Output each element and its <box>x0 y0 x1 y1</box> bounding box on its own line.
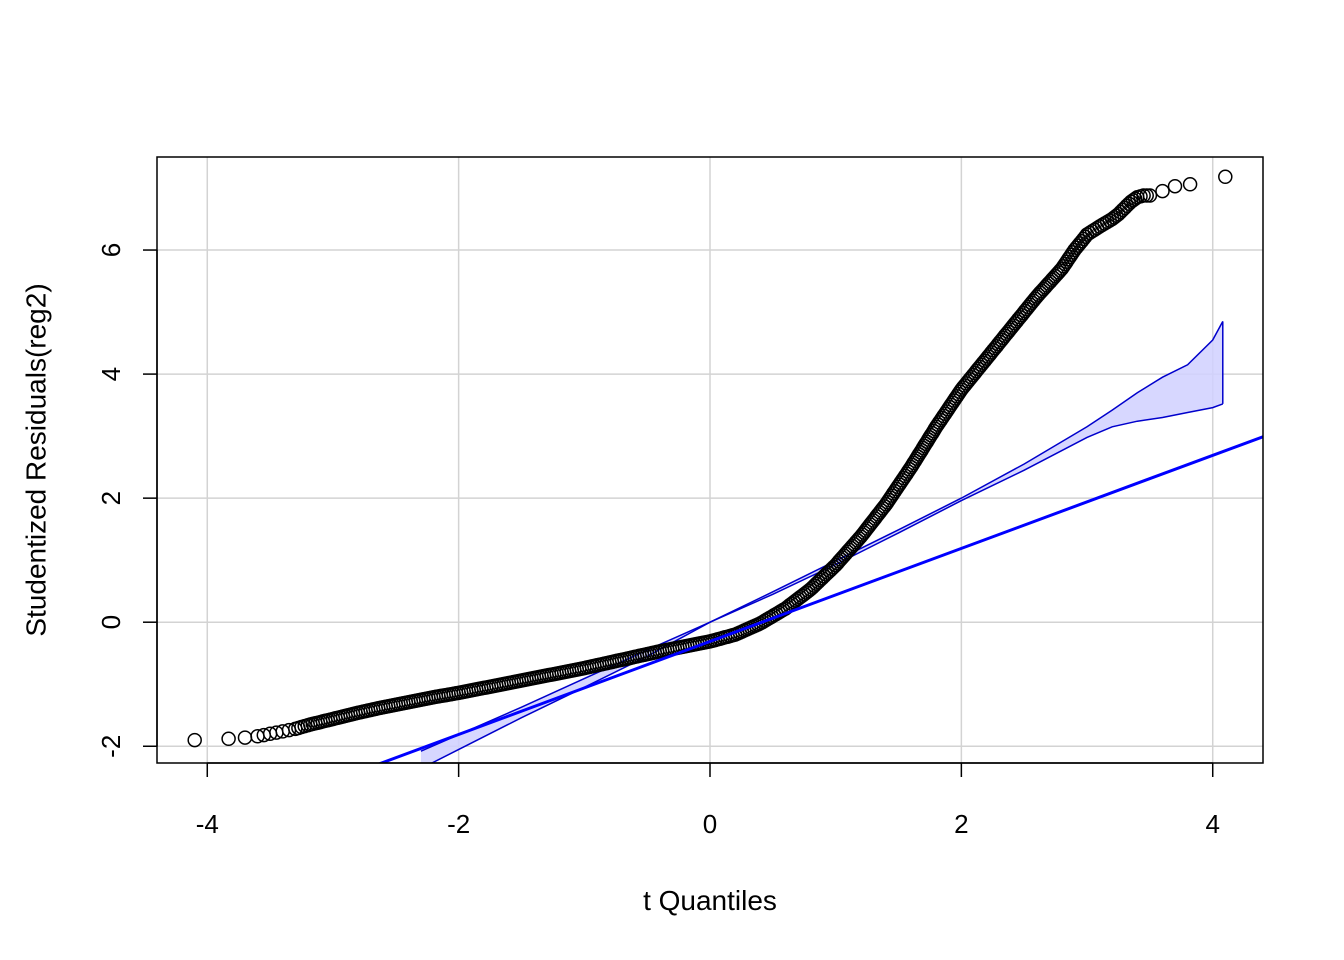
residual-point <box>1218 169 1233 185</box>
residual-point <box>1029 289 1045 304</box>
residual-point <box>1079 227 1095 242</box>
residual-point <box>954 382 969 397</box>
residual-point <box>501 675 517 691</box>
residual-point <box>401 694 416 710</box>
residual-point <box>476 680 492 696</box>
residual-point <box>677 639 693 654</box>
residual-point <box>602 655 617 670</box>
residual-point <box>526 670 542 686</box>
residual-point <box>1004 320 1019 335</box>
residual-point <box>1136 188 1151 203</box>
residual-point <box>187 732 202 748</box>
x-tick-label: 4 <box>1205 809 1219 839</box>
residual-point <box>350 705 366 721</box>
residual-point <box>803 582 818 597</box>
x-axis-title: t Quantiles <box>643 885 777 916</box>
residual-point <box>1155 183 1170 199</box>
residual-point <box>426 690 441 705</box>
residual-point <box>878 497 894 512</box>
residual-point <box>828 557 843 573</box>
y-tick-label: 0 <box>96 615 126 629</box>
y-axis-title: Studentized Residuals(reg2) <box>21 283 52 636</box>
x-tick-label: -2 <box>447 809 470 839</box>
residual-point <box>928 419 944 435</box>
residual-point <box>903 459 919 475</box>
residual-point <box>221 731 236 747</box>
y-tick-label: -2 <box>96 735 126 758</box>
residual-point <box>627 649 642 665</box>
x-tick-label: -4 <box>196 809 219 839</box>
residual-point <box>1182 177 1198 192</box>
residual-point <box>294 719 309 735</box>
residual-point <box>375 699 391 715</box>
residual-point <box>652 644 667 659</box>
reference-line <box>377 435 1263 763</box>
y-tick-label: 2 <box>96 491 126 505</box>
residual-point <box>1067 242 1082 258</box>
residual-point <box>1142 188 1158 203</box>
y-tick-label: 6 <box>96 243 126 257</box>
residual-point <box>702 634 718 649</box>
y-tick-label: 4 <box>96 367 126 381</box>
residual-point <box>1054 261 1070 276</box>
residual-point <box>451 685 466 701</box>
x-tick-label: 2 <box>954 809 968 839</box>
axes: -4 -2 0 2 4 -2 0 2 4 6 <box>96 243 1220 839</box>
residual-point <box>979 351 994 366</box>
residual-point <box>853 529 869 544</box>
residual-point <box>753 616 768 631</box>
residual-point <box>577 660 592 676</box>
residual-point <box>1092 219 1107 234</box>
residual-points <box>187 169 1233 748</box>
envelope-lower-line <box>430 403 1224 763</box>
x-tick-label: 0 <box>703 809 717 839</box>
residual-point <box>1167 178 1183 194</box>
reference-line-group <box>377 435 1263 763</box>
residual-point <box>551 665 567 681</box>
